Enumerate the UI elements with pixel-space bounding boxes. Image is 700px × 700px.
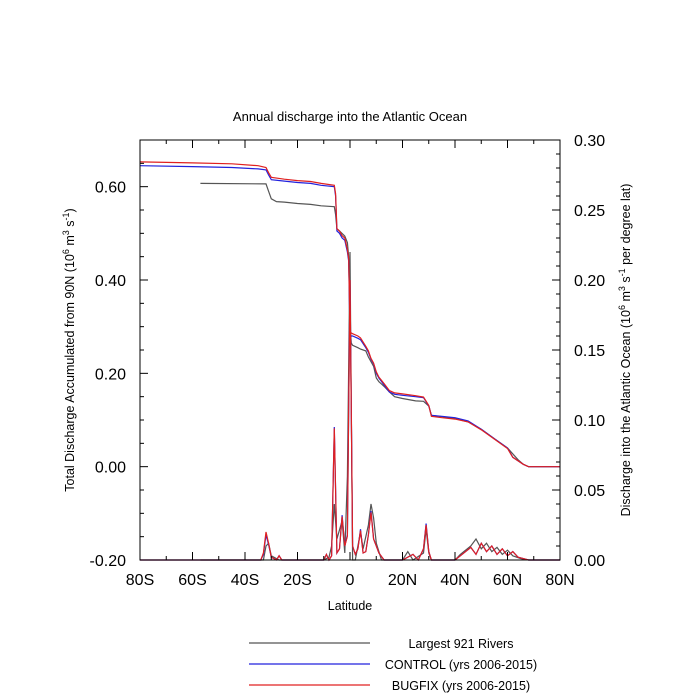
y-right-label-text: Discharge into the Atlantic Ocean (10 — [619, 310, 633, 516]
y-right-tick-labels: 0.00 0.05 0.10 0.15 0.20 0.25 0.30 — [574, 133, 605, 570]
y-left-label-sup2: 3 — [61, 230, 71, 235]
y-left-tick-label: -0.20 — [90, 553, 127, 570]
y-right-label-end: per degree lat) — [619, 184, 633, 269]
series-accumulated-control-yrs-2006-2015 — [139, 165, 560, 468]
plot-area — [139, 161, 560, 562]
axis-ticks — [139, 139, 561, 561]
y-right-tick-label: 0.15 — [574, 343, 605, 360]
y-left-label-text: Total Discharge Accumulated from 90N (10 — [63, 254, 77, 492]
y-right-axis-label: Discharge into the Atlantic Ocean (106 m… — [617, 184, 633, 517]
y-right-tick-label: 0.05 — [574, 483, 605, 500]
y-right-label-sup1: 6 — [617, 305, 627, 310]
plot-frame — [139, 139, 561, 561]
x-tick-label: 0 — [346, 572, 355, 589]
x-tick-label: 40N — [440, 572, 469, 589]
x-tick-label: 80S — [126, 572, 154, 589]
y-left-label-mid: m — [63, 235, 77, 249]
y-left-tick-label: 0.40 — [95, 273, 126, 290]
x-tick-label: 40S — [231, 572, 259, 589]
x-tick-label: 20S — [283, 572, 311, 589]
y-right-label-mid: m — [619, 291, 633, 305]
y-left-label-end: ) — [63, 208, 77, 212]
x-axis-label: Latitude — [328, 599, 373, 613]
y-left-label-sup3: -1 — [61, 212, 71, 220]
y-left-axis-label: Total Discharge Accumulated from 90N (10… — [61, 208, 77, 491]
series-per-degree-largest-921-rivers — [200, 251, 560, 561]
y-right-tick-label: 0.25 — [574, 203, 605, 220]
x-tick-labels: 80S 60S 40S 20S 0 20N 40N 60N 80N — [126, 572, 575, 589]
series-accumulated-bugfix-yrs-2006-2015 — [139, 161, 560, 468]
y-left-tick-label: 0.60 — [95, 180, 126, 197]
y-right-label-mid2: s — [619, 276, 633, 286]
x-tick-label: 80N — [545, 572, 574, 589]
y-right-tick-label: 0.20 — [574, 273, 605, 290]
y-right-tick-label: 0.10 — [574, 413, 605, 430]
legend-label-largest-921-rivers: Largest 921 Rivers — [409, 637, 514, 651]
y-left-label-sup1: 6 — [61, 249, 71, 254]
x-tick-label: 60S — [178, 572, 206, 589]
y-left-label-mid2: s — [63, 220, 77, 230]
y-left-tick-label: 0.20 — [95, 366, 126, 383]
x-tick-label: 20N — [388, 572, 417, 589]
y-right-label-sup3: -1 — [617, 268, 627, 276]
chart-title: Annual discharge into the Atlantic Ocean — [233, 109, 467, 124]
y-right-tick-label: 0.30 — [574, 133, 605, 150]
legend-label-control-yrs-2006-2015: CONTROL (yrs 2006-2015) — [385, 658, 537, 672]
y-right-tick-label: 0.00 — [574, 553, 605, 570]
series-per-degree-bugfix-yrs-2006-2015 — [140, 279, 560, 562]
y-right-label-sup2: 3 — [617, 286, 627, 291]
x-tick-label: 60N — [493, 572, 522, 589]
legend-label-bugfix-yrs-2006-2015: BUGFIX (yrs 2006-2015) — [392, 679, 530, 693]
legend: Largest 921 Rivers CONTROL (yrs 2006-2015… — [249, 637, 537, 693]
y-left-tick-labels: -0.20 0.00 0.20 0.40 0.60 — [90, 180, 127, 570]
y-left-tick-label: 0.00 — [95, 460, 126, 477]
series-accumulated-largest-921-rivers — [200, 182, 560, 468]
